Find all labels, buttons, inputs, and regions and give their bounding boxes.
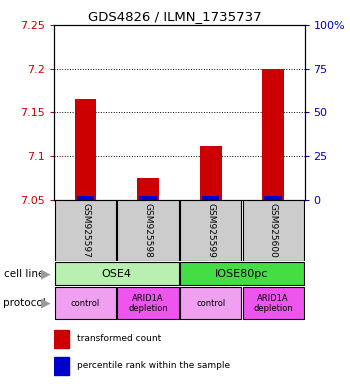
Bar	[243, 200, 304, 260]
Text: GSM925600: GSM925600	[269, 203, 278, 258]
Text: control: control	[196, 299, 225, 308]
Text: ▶: ▶	[41, 297, 50, 310]
Bar	[75, 99, 97, 200]
Bar	[262, 69, 284, 200]
Text: ARID1A
depletion: ARID1A depletion	[128, 294, 168, 313]
Bar	[200, 146, 222, 200]
Text: transformed count: transformed count	[77, 334, 161, 343]
Bar	[55, 200, 116, 260]
Bar	[54, 357, 69, 375]
Text: IOSE80pc: IOSE80pc	[215, 268, 269, 279]
Text: OSE4: OSE4	[102, 268, 132, 279]
Text: protocol: protocol	[4, 298, 46, 308]
Bar	[202, 196, 219, 200]
Bar	[55, 262, 179, 285]
Bar	[118, 288, 179, 319]
Bar	[139, 196, 157, 200]
Bar	[118, 200, 179, 260]
Text: GSM925597: GSM925597	[81, 203, 90, 258]
Bar	[77, 196, 94, 200]
Text: ARID1A
depletion: ARID1A depletion	[253, 294, 293, 313]
Text: GDS4826 / ILMN_1735737: GDS4826 / ILMN_1735737	[88, 10, 262, 23]
Text: GSM925598: GSM925598	[144, 203, 153, 258]
Bar	[180, 288, 241, 319]
Text: cell line: cell line	[4, 268, 44, 279]
Bar	[55, 288, 116, 319]
Bar	[243, 288, 304, 319]
Text: ▶: ▶	[41, 267, 50, 280]
Bar	[54, 330, 69, 348]
Bar	[137, 178, 159, 200]
Bar	[180, 262, 304, 285]
Bar	[180, 200, 241, 260]
Text: percentile rank within the sample: percentile rank within the sample	[77, 361, 230, 370]
Text: GSM925599: GSM925599	[206, 203, 215, 258]
Text: control: control	[71, 299, 100, 308]
Bar	[265, 196, 282, 200]
